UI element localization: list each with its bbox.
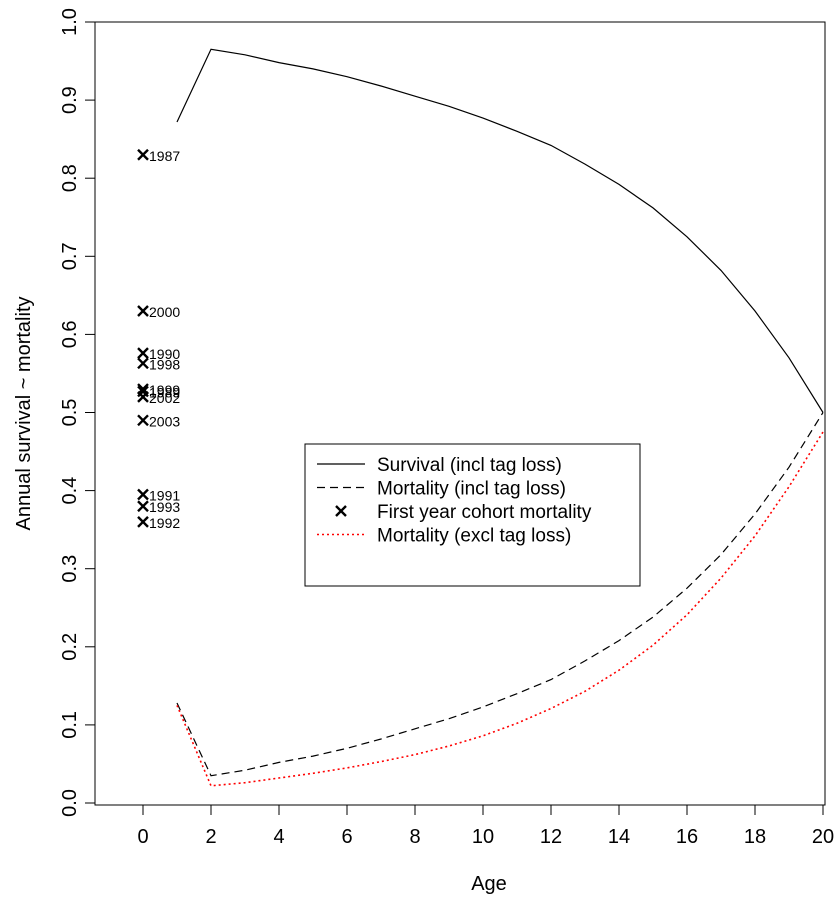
x-tick-label: 20: [812, 826, 834, 848]
x-marker: [137, 414, 149, 427]
y-tick-label: 0.5: [59, 399, 81, 427]
cohort-point: 2002: [137, 390, 180, 406]
x-tick-label: 14: [608, 826, 630, 848]
legend-box: [304, 443, 641, 587]
x-marker: [137, 305, 149, 317]
x-tick-label: 12: [540, 826, 562, 848]
y-tick-label: 0.9: [59, 86, 81, 114]
cohort-year-label: 1993: [149, 499, 180, 515]
x-marker: [137, 500, 149, 513]
y-axis-title: Annual survival ~ mortality: [13, 297, 35, 531]
x-tick-label: 2: [205, 826, 216, 848]
cohort-year-label: 1992: [149, 515, 180, 531]
cohort-point: 1992: [137, 515, 180, 531]
y-tick-label: 0.6: [59, 320, 81, 348]
y-tick-label: 0.1: [59, 711, 81, 739]
series-layer: [176, 48, 824, 787]
legend: Survival (incl tag loss) Mortality (incl …: [304, 443, 641, 587]
legend-item: Mortality (incl tag loss): [317, 479, 566, 500]
cohort-year-label: 2002: [149, 390, 180, 406]
y-tick-label: 0.2: [59, 633, 81, 661]
cohort-point: 1990: [137, 346, 180, 362]
cohort-year-label: 1989: [149, 384, 180, 400]
cohort-point: 2003: [137, 413, 180, 429]
x-tick-label: 0: [137, 826, 148, 848]
cohort-point: 1991: [137, 488, 180, 504]
legend-item: First year cohort mortality: [335, 502, 592, 523]
plot-frame: [94, 21, 826, 806]
y-tick-label: 0.3: [59, 555, 81, 583]
legend-item: Survival (incl tag loss): [317, 455, 562, 476]
legend-swatch-x: [335, 505, 347, 517]
x-tick-label: 6: [341, 826, 352, 848]
cohort-year-label: 1990: [149, 346, 180, 362]
y-tick-label: 0.4: [59, 477, 81, 505]
legend-label: Survival (incl tag loss): [377, 455, 562, 476]
cohort-year-label: 1998: [149, 356, 180, 372]
plot-area: [94, 21, 826, 806]
x-marker: [137, 347, 149, 359]
x-tick-label: 18: [744, 826, 766, 848]
cohort-point: 1993: [137, 499, 180, 515]
y-tick-label: 0.0: [59, 789, 81, 817]
y-tick-label: 1.0: [59, 8, 81, 36]
cohort-point: 1998: [137, 356, 180, 372]
legend-label: First year cohort mortality: [377, 502, 592, 523]
x-marker: [137, 391, 149, 403]
cohort-point: 1987: [137, 148, 180, 164]
y-axis: 0.0 0.1 0.2 0.3 0.4 0.5 0.6 0.7 0.8 0.9 1.0: [59, 8, 96, 817]
legend-label: Mortality (incl tag loss): [377, 479, 566, 500]
x-tick-label: 4: [273, 826, 284, 848]
cohort-year-label: 1999: [149, 382, 180, 398]
cohort-year-label: 2003: [149, 413, 180, 429]
legend-label: Mortality (excl tag loss): [377, 526, 571, 547]
y-tick-label: 0.7: [59, 242, 81, 270]
series-line-1: [176, 48, 824, 413]
series-line-2: [176, 412, 824, 777]
x-tick-label: 8: [409, 826, 420, 848]
cohort-year-label: 1987: [149, 148, 180, 164]
x-axis: 0 2 4 6 8 10 12 14 16 18 20: [137, 804, 834, 848]
cohort-year-label: 2000: [149, 304, 180, 320]
cohort-point: 2000: [137, 304, 180, 320]
x-tick-label: 16: [676, 826, 698, 848]
series-line-3: [176, 431, 824, 787]
x-marker: [137, 148, 149, 161]
y-tick-label: 0.8: [59, 164, 81, 192]
x-marker: [137, 488, 149, 501]
x-marker: [137, 357, 149, 370]
cohort-year-label: 1991: [149, 488, 180, 504]
x-tick-label: 10: [472, 826, 494, 848]
legend-item: Mortality (excl tag loss): [317, 526, 571, 547]
x-axis-title: Age: [471, 873, 507, 895]
x-marker: [137, 515, 149, 528]
